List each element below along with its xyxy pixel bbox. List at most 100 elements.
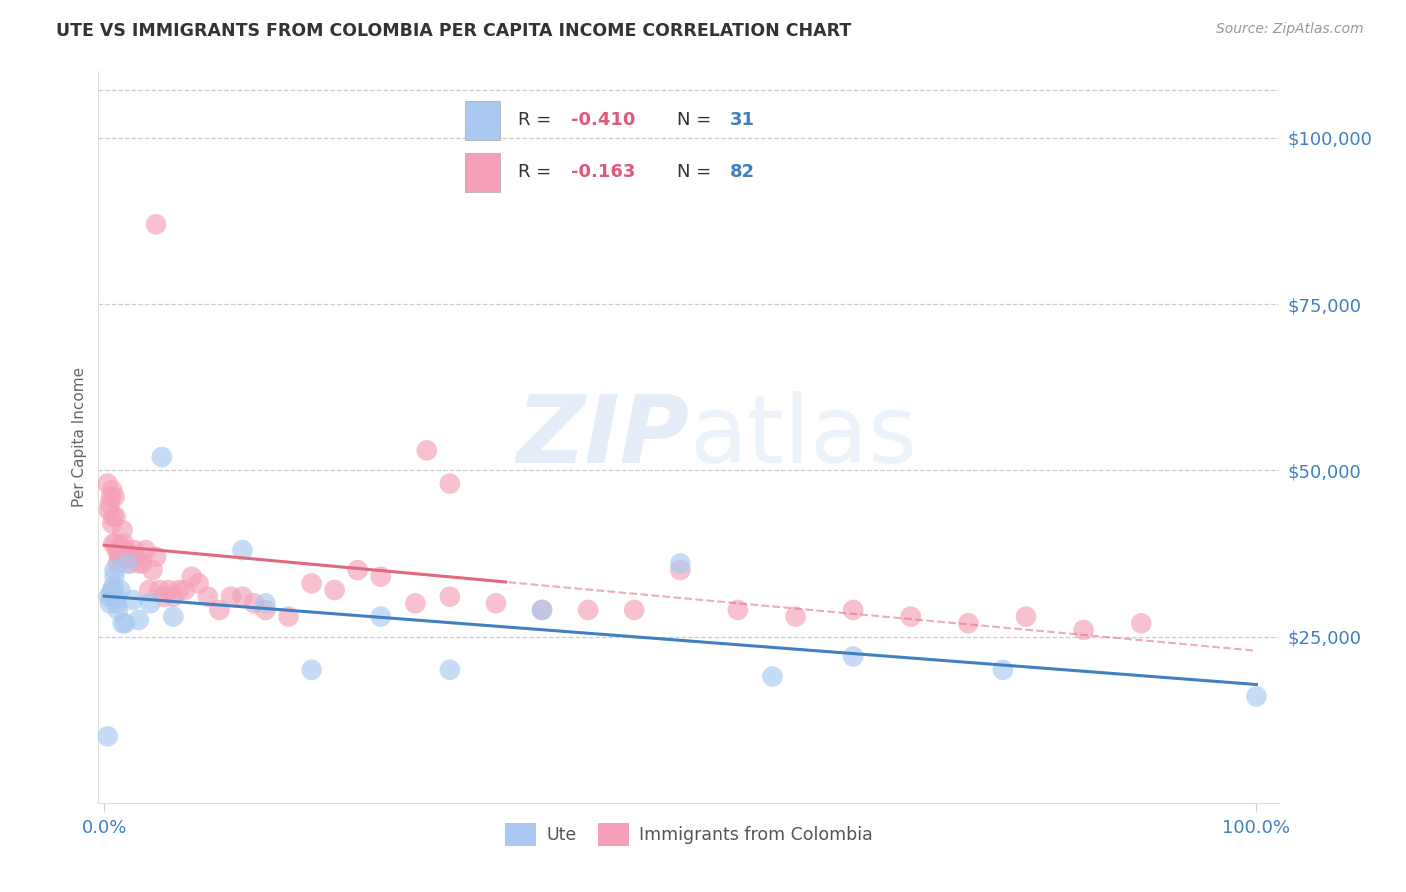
Point (103, 536, 125, 550)
Point (167, 582, 190, 597)
Point (103, 580, 125, 594)
Point (439, 663, 461, 677)
Point (162, 590, 184, 604)
Point (900, 609, 922, 624)
Point (114, 616, 136, 631)
Point (111, 616, 134, 631)
Point (1246, 690, 1268, 704)
Point (145, 549, 167, 564)
Point (173, 582, 195, 597)
Point (101, 516, 124, 531)
Point (842, 649, 865, 664)
Point (110, 549, 132, 564)
Point (157, 582, 180, 597)
Point (162, 609, 184, 624)
Point (1130, 616, 1153, 631)
Point (370, 570, 392, 584)
Point (148, 582, 170, 597)
Point (139, 596, 162, 610)
Text: atlas: atlas (689, 391, 917, 483)
Point (115, 557, 138, 571)
Point (1073, 623, 1095, 637)
Point (97, 503, 120, 517)
Point (104, 509, 127, 524)
Point (277, 609, 299, 624)
Point (180, 570, 202, 584)
Point (98, 497, 121, 511)
Text: ZIP: ZIP (516, 391, 689, 483)
Point (97, 729, 120, 743)
Point (104, 590, 127, 604)
Point (531, 603, 554, 617)
Point (125, 549, 148, 564)
Point (231, 543, 253, 558)
Point (197, 590, 219, 604)
Point (957, 616, 980, 631)
Point (531, 603, 554, 617)
Point (100, 586, 122, 600)
Point (110, 543, 132, 558)
Point (669, 563, 692, 577)
Point (103, 570, 125, 584)
Point (145, 217, 167, 231)
Point (1015, 609, 1038, 624)
Point (128, 613, 150, 627)
Point (669, 557, 692, 571)
Point (153, 590, 176, 604)
Point (370, 609, 392, 624)
Legend: Ute, Immigrants from Colombia: Ute, Immigrants from Colombia (498, 816, 880, 853)
Point (254, 603, 277, 617)
Point (138, 582, 160, 597)
Point (111, 523, 134, 537)
Point (103, 509, 125, 524)
Point (118, 557, 141, 571)
Point (100, 490, 122, 504)
Point (107, 557, 129, 571)
Point (243, 596, 266, 610)
Point (104, 536, 127, 550)
Text: Source: ZipAtlas.com: Source: ZipAtlas.com (1216, 22, 1364, 37)
Point (114, 543, 136, 558)
Point (576, 603, 599, 617)
Point (219, 590, 242, 604)
Point (231, 590, 253, 604)
Point (623, 603, 645, 617)
Point (208, 603, 231, 617)
Point (101, 582, 124, 597)
Point (103, 490, 125, 504)
Point (103, 563, 125, 577)
Point (416, 443, 439, 458)
Y-axis label: Per Capita Income: Per Capita Income (72, 367, 87, 508)
Point (439, 476, 461, 491)
Point (128, 557, 150, 571)
Point (112, 536, 135, 550)
Point (842, 603, 865, 617)
Point (122, 543, 145, 558)
Text: UTE VS IMMIGRANTS FROM COLOMBIA PER CAPITA INCOME CORRELATION CHART: UTE VS IMMIGRANTS FROM COLOMBIA PER CAPI… (56, 22, 852, 40)
Point (323, 582, 346, 597)
Point (98, 596, 121, 610)
Point (122, 593, 145, 607)
Point (97, 476, 120, 491)
Point (785, 609, 807, 624)
Point (107, 603, 129, 617)
Point (150, 450, 173, 464)
Point (301, 663, 323, 677)
Point (121, 549, 143, 564)
Point (131, 557, 153, 571)
Point (97, 590, 120, 604)
Point (135, 543, 157, 558)
Point (346, 563, 368, 577)
Point (301, 576, 323, 591)
Point (142, 563, 165, 577)
Point (110, 582, 132, 597)
Point (991, 663, 1014, 677)
Point (187, 576, 209, 591)
Point (108, 549, 131, 564)
Point (439, 590, 461, 604)
Point (254, 596, 277, 610)
Point (105, 596, 128, 610)
Point (115, 549, 138, 564)
Point (101, 483, 124, 498)
Point (115, 543, 138, 558)
